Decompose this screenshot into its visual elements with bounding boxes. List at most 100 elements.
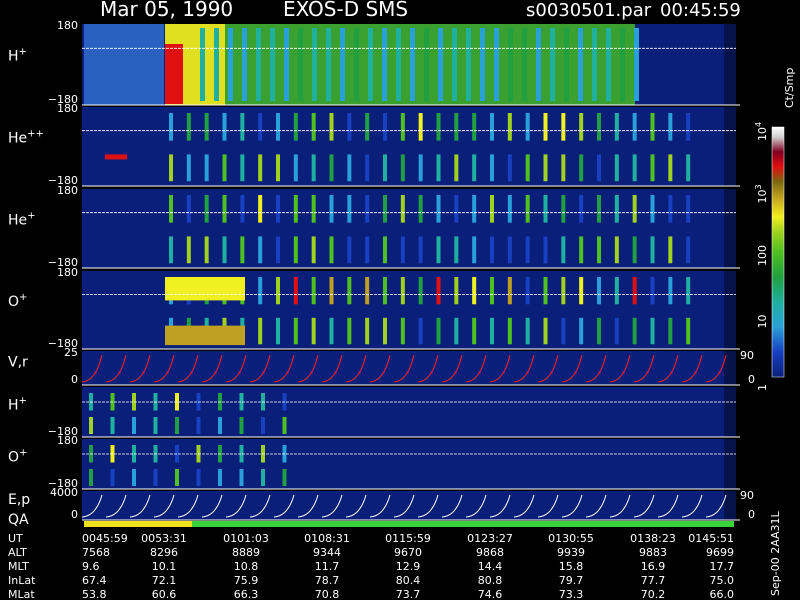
texture-stripe bbox=[472, 113, 477, 141]
texture-stripe bbox=[668, 236, 673, 264]
panel-7 bbox=[82, 439, 740, 490]
texture-stripe bbox=[298, 28, 303, 101]
texture-stripe bbox=[270, 28, 275, 101]
texture-stripe bbox=[347, 277, 352, 305]
texture-stripe bbox=[365, 277, 370, 305]
table-cell: 0123:27 bbox=[467, 532, 513, 545]
texture-stripe bbox=[410, 28, 415, 101]
texture-stripe bbox=[240, 195, 245, 223]
texture-stripe bbox=[169, 113, 173, 141]
texture-stripe bbox=[543, 236, 548, 264]
texture-stripe bbox=[466, 28, 471, 101]
table-cell: 10.8 bbox=[234, 560, 259, 573]
table-cell: 12.9 bbox=[396, 560, 421, 573]
texture-stripe bbox=[261, 469, 265, 486]
texture-stripe bbox=[452, 28, 457, 101]
panel-6 bbox=[82, 387, 740, 438]
texture-stripe bbox=[169, 236, 173, 264]
texture-stripe bbox=[383, 154, 387, 182]
texture-stripe bbox=[454, 195, 459, 223]
panels-layer bbox=[81, 24, 740, 521]
texture-stripe bbox=[311, 113, 316, 141]
texture-stripe bbox=[365, 195, 370, 223]
panel-species-sup: ++ bbox=[27, 129, 44, 140]
texture-stripe bbox=[329, 113, 334, 141]
colorbar-label-sup: 4 bbox=[754, 122, 763, 127]
texture-stripe bbox=[686, 113, 691, 141]
texture-stripe bbox=[239, 417, 244, 434]
texture-stripe bbox=[650, 317, 655, 345]
texture-stripe bbox=[436, 154, 441, 182]
texture-stripe bbox=[347, 195, 352, 223]
texture-stripe bbox=[597, 113, 601, 141]
texture-stripe bbox=[561, 277, 566, 305]
texture-stripe bbox=[218, 417, 222, 434]
texture-stripe bbox=[276, 277, 280, 305]
table-cell: 14.4 bbox=[478, 560, 503, 573]
texture-stripe bbox=[543, 113, 548, 141]
texture-stripe bbox=[312, 28, 317, 101]
footer-tag: Sep-00 2AA31L bbox=[769, 510, 782, 596]
panel-species-label: H+ bbox=[8, 46, 27, 64]
texture-stripe bbox=[490, 195, 494, 223]
table-cell: 73.7 bbox=[396, 588, 421, 600]
texture-stripe bbox=[153, 469, 158, 486]
colorbar-labels: 104 103 100 10 1 bbox=[754, 122, 769, 391]
texture-stripe bbox=[436, 195, 441, 223]
red-patch bbox=[165, 44, 183, 104]
header-date: Mar 05, 1990 bbox=[100, 0, 233, 21]
texture-stripe bbox=[204, 154, 209, 182]
texture-stripe bbox=[311, 236, 316, 264]
colorbar-label: 10 bbox=[756, 315, 769, 329]
table-cell: 9868 bbox=[476, 546, 504, 559]
texture-stripe bbox=[472, 195, 477, 223]
texture-stripe bbox=[550, 28, 555, 101]
texture-stripe bbox=[383, 195, 387, 223]
texture-stripe bbox=[490, 277, 494, 305]
panel-bottom-tick: 0 bbox=[71, 508, 78, 521]
texture-stripe bbox=[204, 113, 209, 141]
texture-stripe bbox=[383, 277, 387, 305]
texture-stripe bbox=[454, 236, 459, 264]
texture-stripe bbox=[293, 154, 298, 182]
panel-bg bbox=[82, 491, 736, 520]
table-cell: 10.1 bbox=[152, 560, 177, 573]
texture-stripe bbox=[536, 28, 541, 101]
texture-stripe bbox=[400, 154, 405, 182]
colorbar-unit: Ct/Smp bbox=[783, 68, 796, 108]
panel-8 bbox=[81, 491, 740, 521]
texture-stripe bbox=[282, 417, 287, 434]
panel-right-top-tick: 90 bbox=[740, 349, 754, 362]
texture-stripe bbox=[543, 317, 548, 345]
table-cell: 9699 bbox=[706, 546, 734, 559]
texture-stripe bbox=[383, 113, 387, 141]
texture-stripe bbox=[169, 195, 173, 223]
header-instrument: EXOS-D SMS bbox=[283, 0, 408, 21]
texture-stripe bbox=[632, 113, 637, 141]
texture-stripe bbox=[329, 154, 334, 182]
texture-stripe bbox=[525, 154, 530, 182]
texture-stripe bbox=[634, 28, 639, 101]
texture-stripe bbox=[650, 195, 655, 223]
texture-stripe bbox=[329, 317, 334, 345]
texture-stripe bbox=[507, 113, 512, 141]
texture-stripe bbox=[597, 317, 601, 345]
texture-stripe bbox=[276, 154, 280, 182]
table-cell: 79.7 bbox=[559, 574, 584, 587]
table-cell: 0045:59 bbox=[82, 532, 128, 545]
colorbar bbox=[771, 126, 785, 378]
texture-stripe bbox=[490, 236, 494, 264]
texture-stripe bbox=[222, 236, 227, 264]
colorbar-label: 104 bbox=[754, 122, 769, 141]
texture-stripe bbox=[383, 317, 387, 345]
texture-stripe bbox=[668, 154, 673, 182]
texture-stripe bbox=[490, 317, 494, 345]
table-cell: 9883 bbox=[639, 546, 667, 559]
texture-stripe bbox=[597, 277, 601, 305]
texture-stripe bbox=[508, 28, 513, 101]
texture-stripe bbox=[400, 317, 405, 345]
panel-right-bottom-tick: 0 bbox=[748, 373, 755, 386]
texture-stripe bbox=[132, 417, 136, 434]
texture-stripe bbox=[597, 154, 601, 182]
texture-stripe bbox=[311, 317, 316, 345]
